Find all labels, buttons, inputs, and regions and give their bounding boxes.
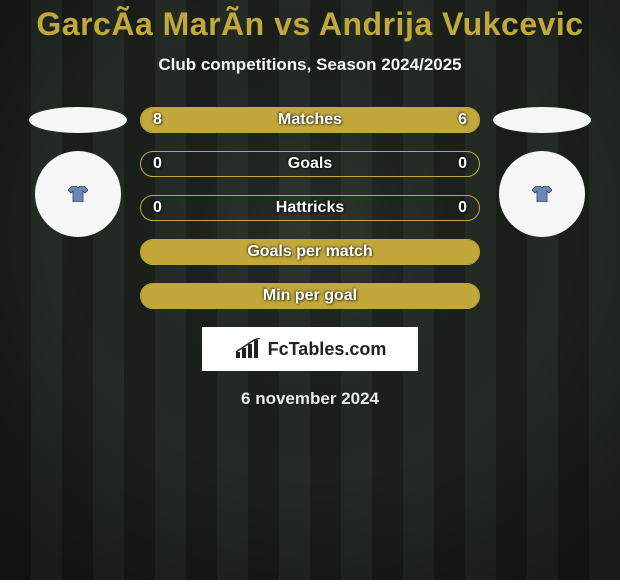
- stat-label: Matches: [278, 111, 342, 129]
- stat-label: Goals per match: [247, 243, 372, 261]
- player-left-photo-placeholder: [29, 107, 127, 133]
- stat-row: 8 Matches 6: [140, 107, 480, 133]
- brand-watermark: FcTables.com: [202, 327, 418, 371]
- stat-row: Min per goal: [140, 283, 480, 309]
- stat-row: Goals per match: [140, 239, 480, 265]
- kit-icon: [68, 186, 88, 202]
- stat-value-left: 8: [153, 111, 162, 129]
- stat-row: 0 Hattricks 0: [140, 195, 480, 221]
- stat-label: Min per goal: [263, 287, 357, 305]
- stat-bars: 8 Matches 6 0 Goals 0 0 Hattricks 0 Goals per mat…: [140, 107, 480, 309]
- stat-value-left: 0: [153, 199, 162, 217]
- stat-value-right: 0: [458, 199, 467, 217]
- player-right-column: [492, 107, 592, 237]
- generated-date: 6 november 2024: [0, 389, 620, 409]
- stat-label: Goals: [288, 155, 332, 173]
- stat-row: 0 Goals 0: [140, 151, 480, 177]
- player-left-column: [28, 107, 128, 237]
- brand-chart-icon: [234, 338, 262, 360]
- player-right-club-badge: [499, 151, 585, 237]
- stat-value-right: 0: [458, 155, 467, 173]
- stats-area: 8 Matches 6 0 Goals 0 0 Hattricks 0 Goals per mat…: [0, 107, 620, 309]
- stat-value-left: 0: [153, 155, 162, 173]
- stat-value-right: 6: [458, 111, 467, 129]
- comparison-title: GarcÃ­a MarÃ­n vs Andrija Vukcevic: [0, 6, 620, 43]
- brand-text: FcTables.com: [268, 339, 387, 360]
- player-right-photo-placeholder: [493, 107, 591, 133]
- comparison-subtitle: Club competitions, Season 2024/2025: [0, 55, 620, 75]
- player-left-club-badge: [35, 151, 121, 237]
- kit-icon: [532, 186, 552, 202]
- stat-label: Hattricks: [276, 199, 344, 217]
